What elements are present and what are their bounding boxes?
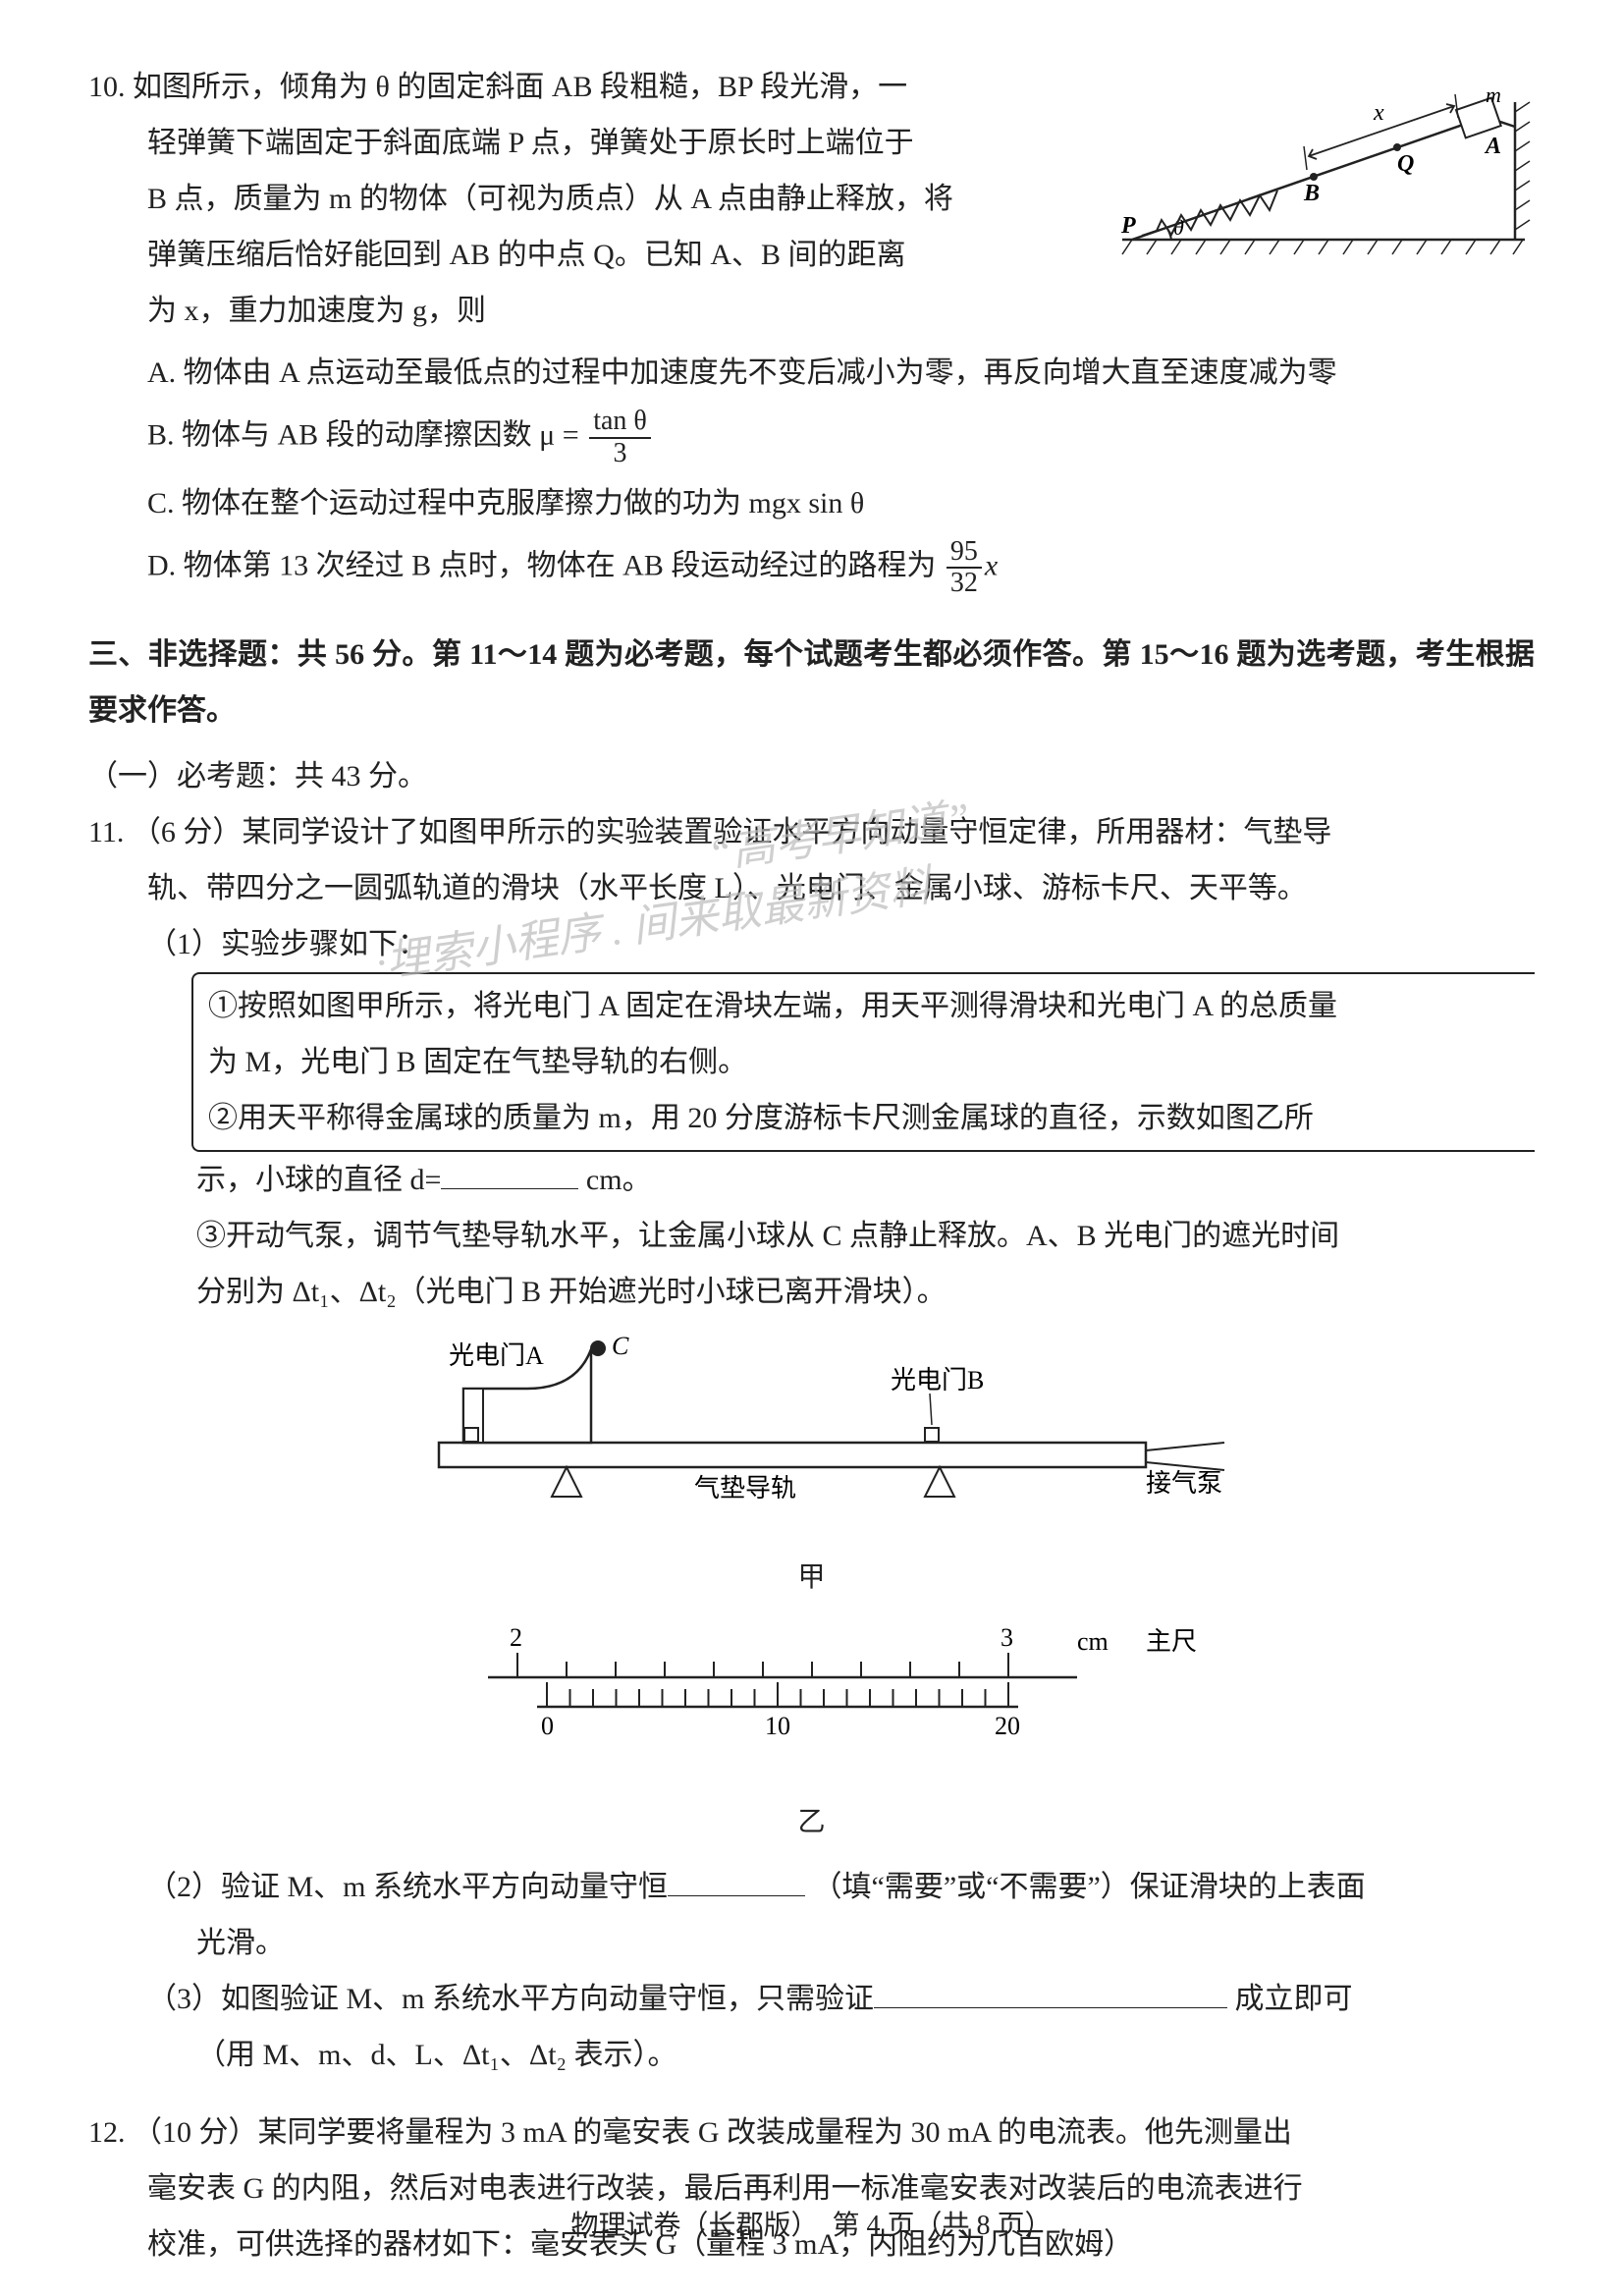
q11-step3-line1: 分别为 Δt₁、Δt₂（光电门 B 开始遮光时小球已离开滑块）。 bbox=[88, 1264, 1535, 1320]
label-gateA: 光电门A bbox=[449, 1341, 544, 1370]
q11-part1-label: （1）实验步骤如下： bbox=[88, 916, 1535, 972]
q11-points: （6 分） bbox=[132, 816, 243, 848]
vernier-10: 10 bbox=[765, 1712, 790, 1740]
figure-jia-caption: 甲 bbox=[88, 1552, 1535, 1604]
q12-points: （10 分） bbox=[133, 2116, 258, 2149]
vernier-diagram: 2 3 cm 主尺 bbox=[370, 1618, 1254, 1776]
page-footer: 物理试卷（长郡版） 第 4 页（共 8 页） bbox=[0, 2200, 1623, 2252]
q10-line-3: 弹簧压缩后恰好能回到 AB 的中点 Q。已知 A、B 间的距离 bbox=[88, 227, 906, 283]
main-tick-2: 2 bbox=[510, 1623, 522, 1652]
q10-line-0: 如图所示，倾角为 θ 的固定斜面 AB 段粗糙，BP 段光滑，一 bbox=[133, 71, 907, 103]
vernier-0: 0 bbox=[541, 1712, 554, 1740]
section-3-header: 三、非选择题：共 56 分。第 11～14 题为必考题，每个试题考生都必须作答。… bbox=[88, 627, 1535, 738]
q11-number: 11. bbox=[88, 816, 124, 848]
q10-option-B: B. 物体与 AB 段的动摩擦因数 μ = tan θ 3 bbox=[88, 407, 1535, 469]
q10-option-B-frac: tan θ 3 bbox=[589, 407, 651, 469]
question-11: 11. （6 分）某同学设计了如图甲所示的实验装置验证水平方向动量守恒定律，所用… bbox=[88, 804, 1535, 2082]
label-m: m bbox=[1486, 82, 1501, 107]
q11-figure-jia: C 光电门A 光电门B 气垫导轨 接气泵 甲 bbox=[88, 1335, 1535, 1604]
q11-step1-line1: 为 M，光电门 B 固定在气垫导轨的右侧。 bbox=[208, 1034, 1535, 1090]
q11-part3-line2: （用 M、m、d、L、Δt₁、Δt₂ 表示）。 bbox=[88, 2027, 1535, 2083]
q10-option-A: A. 物体由 A 点运动至最低点的过程中加速度先不变后减小为零，再反向增大直至速… bbox=[88, 345, 1535, 401]
question-10: θ P B Q A m x 10. 如图所示，倾角为 θ 的固 bbox=[88, 59, 1535, 605]
label-pump: 接气泵 bbox=[1146, 1469, 1222, 1498]
q11-blank-d[interactable] bbox=[441, 1160, 578, 1189]
q11-step1-line0: ①按照如图甲所示，将光电门 A 固定在滑块左端，用天平测得滑块和光电门 A 的总… bbox=[208, 978, 1535, 1034]
q10-option-D: D. 物体第 13 次经过 B 点时，物体在 AB 段运动经过的路程为 95 3… bbox=[88, 537, 1535, 600]
q12-line-0: 某同学要将量程为 3 mA 的毫安表 G 改装成量程为 30 mA 的电流表。他… bbox=[258, 2116, 1292, 2149]
q11-blank-3[interactable] bbox=[874, 1979, 1227, 2008]
air-track-diagram: C 光电门A 光电门B 气垫导轨 接气泵 bbox=[370, 1335, 1254, 1531]
q11-part3: （3）如图验证 M、m 系统水平方向动量守恒，只需验证 成立即可 bbox=[88, 1971, 1535, 2027]
label-C: C bbox=[612, 1335, 629, 1360]
q10-line-4: 为 x，重力加速度为 g，则 bbox=[88, 283, 486, 339]
label-x: x bbox=[1373, 100, 1384, 126]
section-3-subheader: （一）必考题：共 43 分。 bbox=[88, 748, 1535, 804]
label-A: A bbox=[1484, 134, 1501, 159]
main-scale-label: 主尺 bbox=[1146, 1627, 1197, 1656]
q11-part2-line2: 光滑。 bbox=[88, 1915, 1535, 1971]
label-P: P bbox=[1120, 213, 1136, 239]
q10-figure: θ P B Q A m x bbox=[1112, 63, 1535, 278]
q11-step2: 示，小球的直径 d= cm。 bbox=[88, 1152, 1535, 1208]
vernier-20: 20 bbox=[995, 1712, 1020, 1740]
q10-option-D-frac: 95 32 bbox=[947, 537, 982, 600]
q11-step1-line2: ②用天平称得金属球的质量为 m，用 20 分度游标卡尺测金属球的直径，示数如图乙… bbox=[208, 1090, 1535, 1146]
label-Q: Q bbox=[1397, 151, 1414, 177]
q10-line-1: 轻弹簧下端固定于斜面底端 P 点，弹簧处于原长时上端位于 bbox=[88, 115, 914, 171]
main-tick-3: 3 bbox=[1001, 1623, 1013, 1652]
q10-option-D-pre: D. 物体第 13 次经过 B 点时，物体在 AB 段运动经过的路程为 bbox=[147, 549, 936, 581]
q11-blank-2[interactable] bbox=[668, 1867, 805, 1896]
q11-figure-yi: 2 3 cm 主尺 bbox=[88, 1618, 1535, 1848]
unit-cm: cm bbox=[1077, 1627, 1109, 1656]
label-gateB: 光电门B bbox=[891, 1366, 984, 1394]
q10-line-2: B 点，质量为 m 的物体（可视为质点）从 A 点由静止释放，将 bbox=[88, 171, 953, 227]
q10-option-C: C. 物体在整个运动过程中克服摩擦力做的功为 mgx sin θ bbox=[88, 475, 1535, 531]
q10-number: 10. bbox=[88, 71, 126, 103]
figure-yi-caption: 乙 bbox=[88, 1796, 1535, 1848]
q10-option-B-pre: B. 物体与 AB 段的动摩擦因数 μ = bbox=[147, 419, 579, 452]
q11-step3-line0: ③开动气泵，调节气垫导轨水平，让金属小球从 C 点静止释放。A、B 光电门的遮光… bbox=[88, 1208, 1535, 1264]
incline-diagram: θ P B Q A m x bbox=[1112, 63, 1535, 259]
label-track: 气垫导轨 bbox=[694, 1474, 796, 1503]
q11-line-1: 轨、带四分之一圆弧轨道的滑块（水平长度 L）、光电门、金属小球、游标卡尺、天平等… bbox=[88, 860, 1307, 916]
q10-option-D-post: x bbox=[985, 549, 998, 581]
q11-steps-bracket: ①按照如图甲所示，将光电门 A 固定在滑块左端，用天平测得滑块和光电门 A 的总… bbox=[191, 972, 1535, 1152]
q11-stem: 11. （6 分）某同学设计了如图甲所示的实验装置验证水平方向动量守恒定律，所用… bbox=[88, 804, 1535, 916]
label-B: B bbox=[1303, 181, 1320, 206]
q11-part2: （2）验证 M、m 系统水平方向动量守恒 （填“需要”或“不需要”）保证滑块的上… bbox=[88, 1859, 1535, 1915]
q11-line-0: 某同学设计了如图甲所示的实验装置验证水平方向动量守恒定律，所用器材：气垫导 bbox=[242, 816, 1331, 848]
q12-number: 12. bbox=[88, 2116, 126, 2149]
